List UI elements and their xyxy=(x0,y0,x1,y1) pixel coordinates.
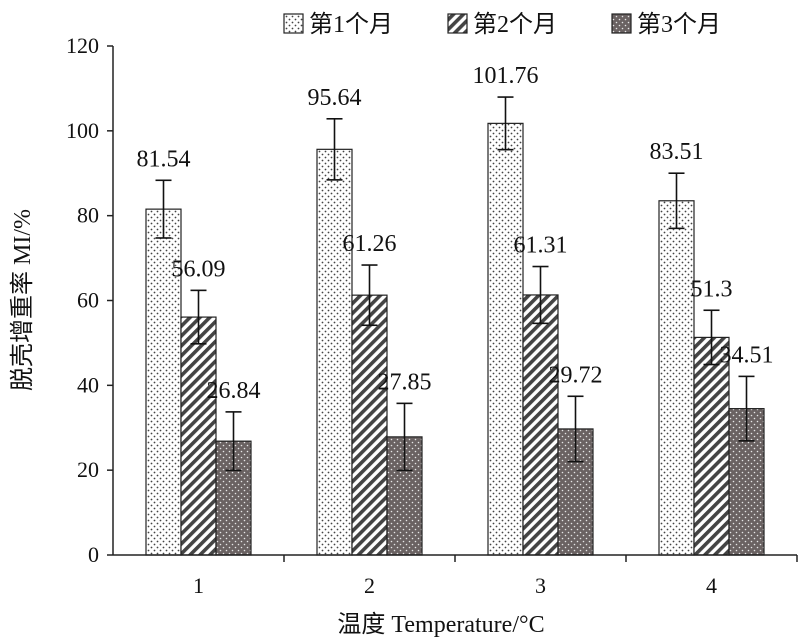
x-axis-ticks: 1 2 3 4 xyxy=(193,555,798,598)
x-tick-label: 2 xyxy=(364,573,375,598)
x-tick-label: 3 xyxy=(535,573,546,598)
bar-series1-cat1 xyxy=(145,208,182,556)
bar-series2-cat2 xyxy=(351,294,388,556)
y-tick-label: 80 xyxy=(77,203,99,228)
bars xyxy=(145,122,765,556)
legend-swatch-3 xyxy=(611,13,632,34)
data-label: 61.26 xyxy=(343,231,397,257)
data-label: 61.31 xyxy=(514,233,568,259)
bar-series1-cat4 xyxy=(658,200,695,556)
data-labels: 81.54 95.64 101.76 83.51 56.09 61.26 61.31 51.3… xyxy=(137,63,774,404)
y-tick-label: 40 xyxy=(77,372,99,397)
x-tick-label: 1 xyxy=(193,573,204,598)
legend-label-1: 第1个月 xyxy=(309,11,393,38)
bar-series3-cat3 xyxy=(557,428,594,556)
x-tick-label: 4 xyxy=(706,573,717,598)
legend: 第1个月 第2个月 第3个月 xyxy=(283,11,721,38)
bar-series2-cat3 xyxy=(522,294,559,556)
legend-label-3: 第3个月 xyxy=(637,11,721,38)
data-label: 81.54 xyxy=(137,146,191,172)
legend-label-2: 第2个月 xyxy=(473,11,557,38)
error-bars xyxy=(155,96,755,472)
data-label: 51.3 xyxy=(691,276,733,302)
y-axis-title: 脱壳增重率 MI/% xyxy=(9,209,36,391)
legend-swatch-2 xyxy=(447,13,468,34)
y-tick-label: 20 xyxy=(77,457,99,482)
legend-swatch-1 xyxy=(283,13,304,34)
y-tick-label: 60 xyxy=(77,288,99,313)
data-label: 56.09 xyxy=(172,256,226,282)
y-tick-label: 100 xyxy=(66,118,99,143)
data-label: 26.84 xyxy=(207,378,261,404)
bar-series1-cat3 xyxy=(487,122,524,556)
data-label: 27.85 xyxy=(378,369,432,395)
bar-series2-cat1 xyxy=(180,316,217,556)
data-label: 83.51 xyxy=(650,139,704,165)
data-label: 29.72 xyxy=(549,362,603,388)
bar-series1-cat2 xyxy=(316,148,353,556)
y-axis-ticks: 0 20 40 60 80 100 120 xyxy=(66,33,113,567)
y-tick-label: 120 xyxy=(66,33,99,58)
data-label: 34.51 xyxy=(720,342,774,368)
data-label: 95.64 xyxy=(308,85,362,111)
x-axis-title: 温度 Temperature/°C xyxy=(337,611,544,638)
bar-series2-cat4 xyxy=(693,336,730,556)
y-tick-label: 0 xyxy=(88,542,99,567)
data-label: 101.76 xyxy=(473,63,539,89)
